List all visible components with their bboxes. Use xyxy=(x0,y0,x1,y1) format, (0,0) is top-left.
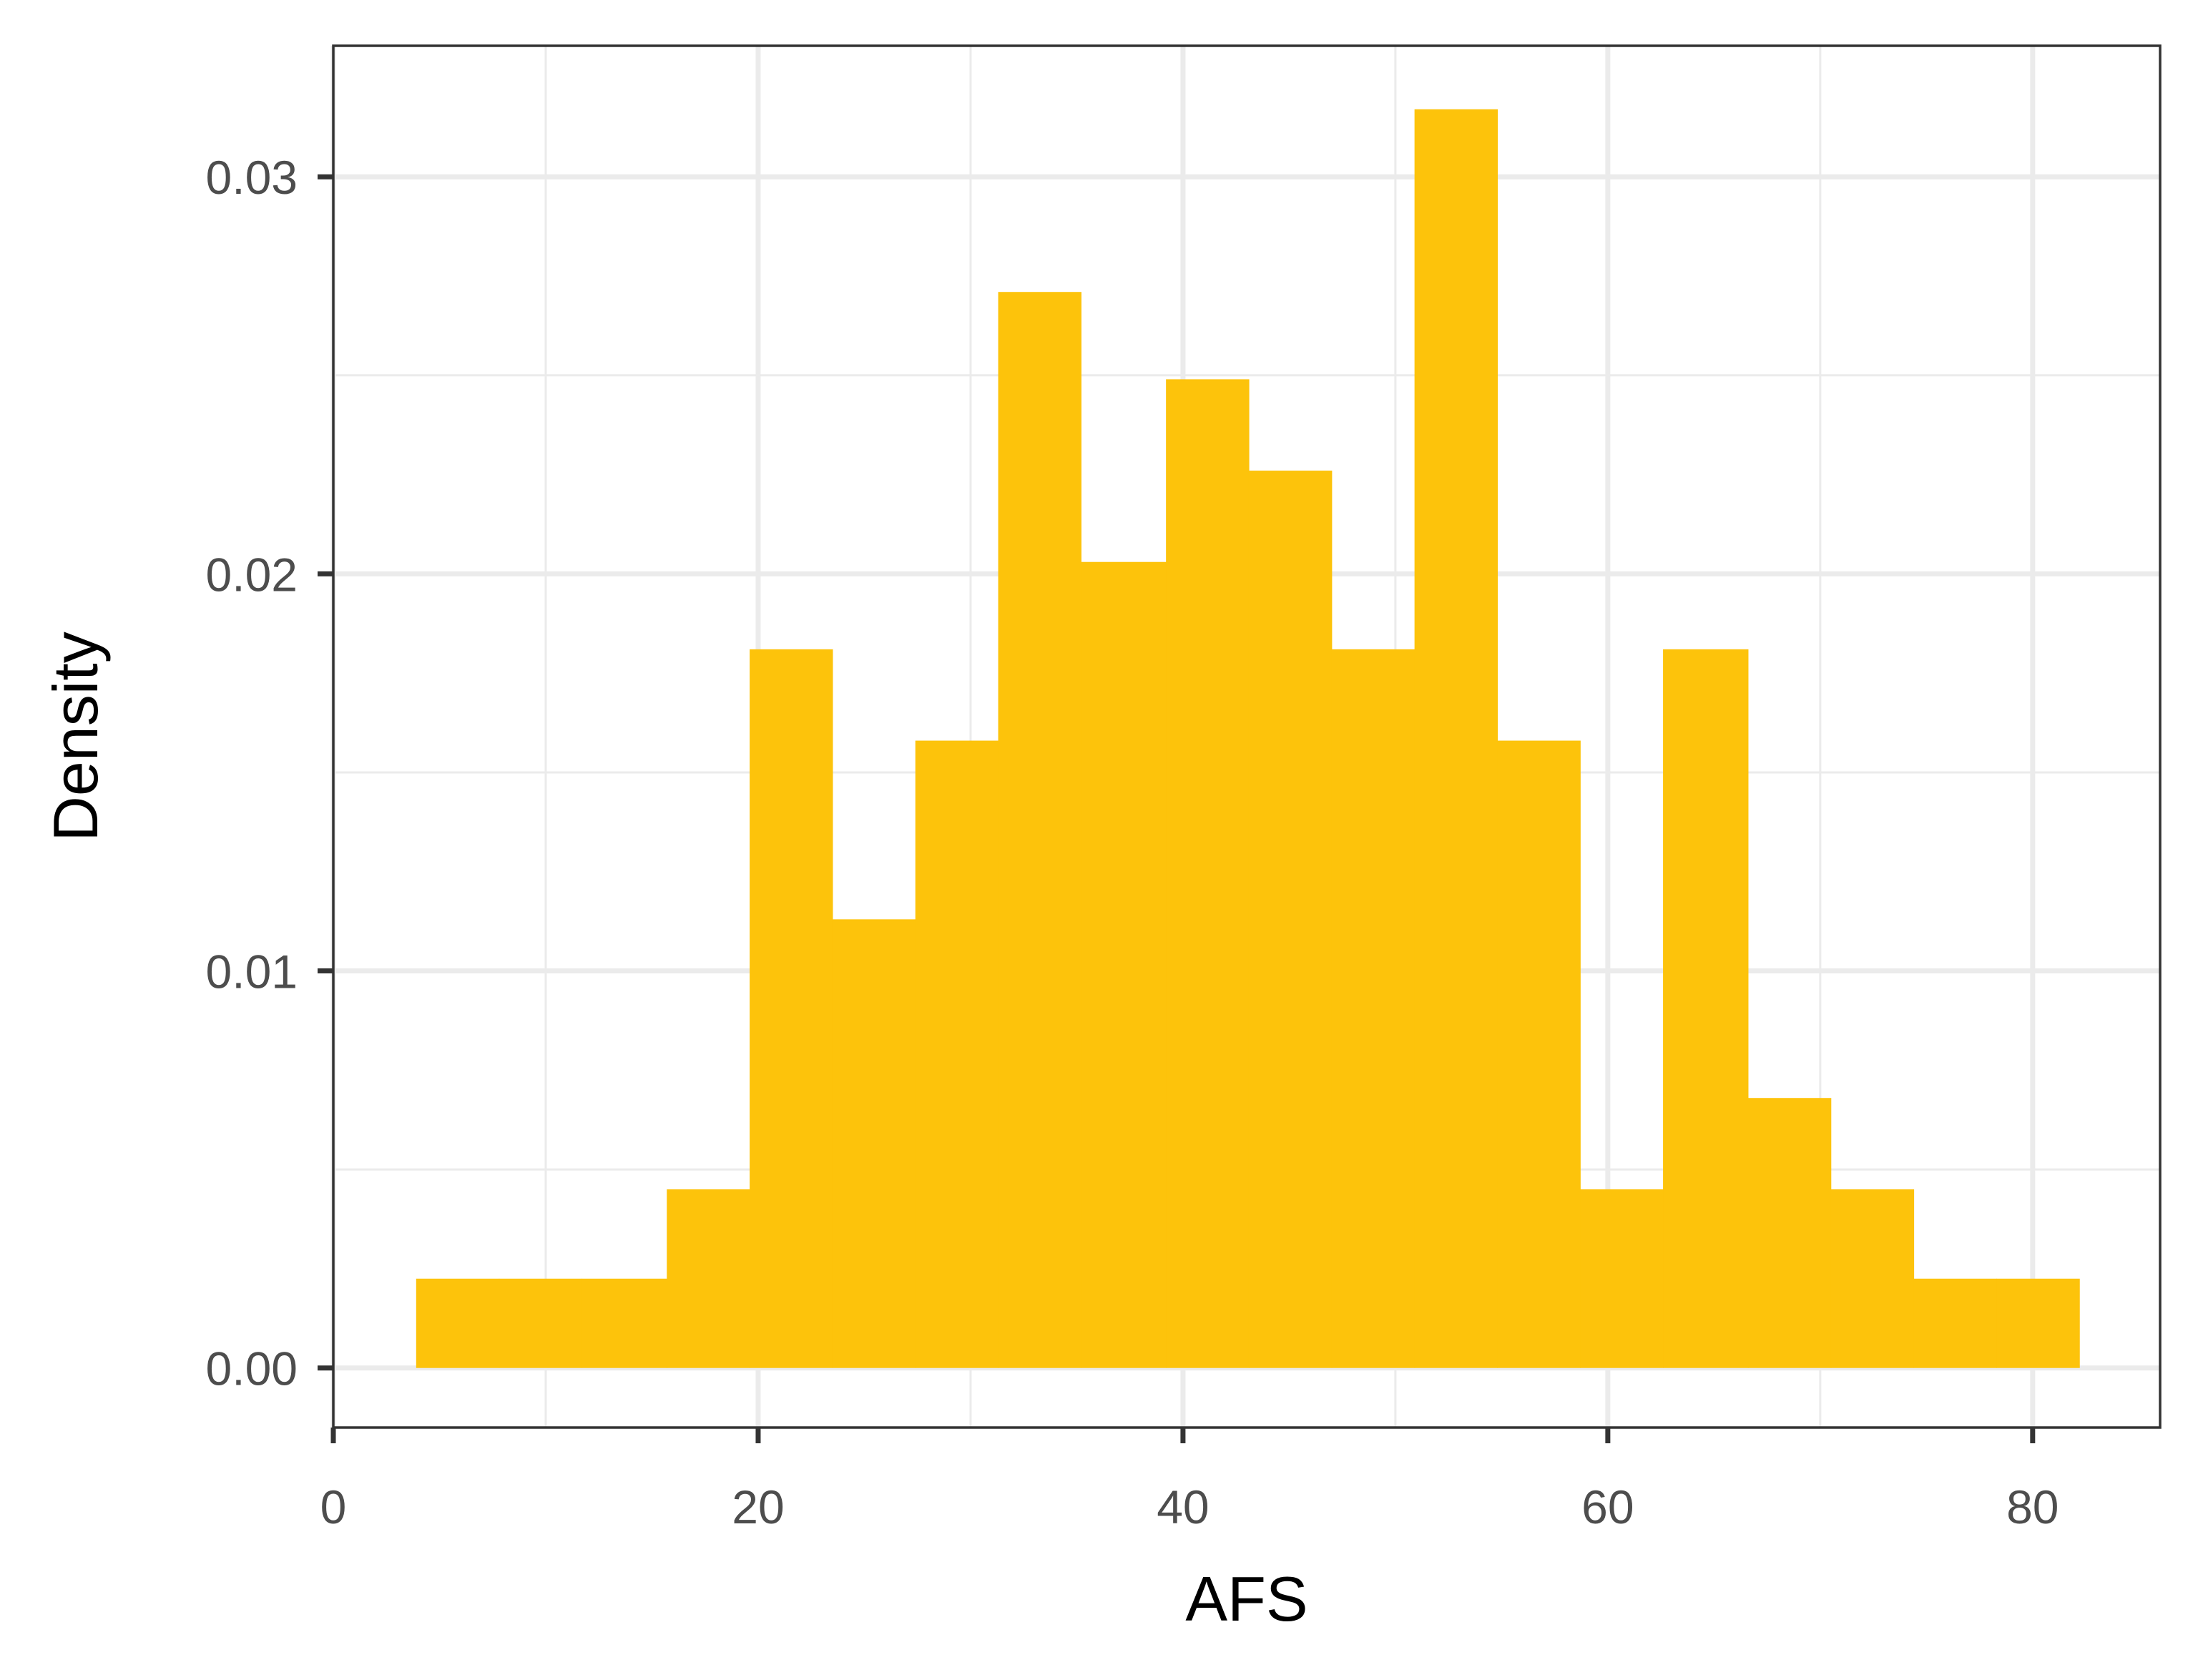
histogram-bar xyxy=(1081,561,1167,1368)
plot-panel-border xyxy=(332,44,2162,1429)
y-tick-label: 0.02 xyxy=(206,548,298,601)
histogram-bar xyxy=(1913,1278,1997,1368)
histogram-bar xyxy=(1663,649,1749,1368)
y-axis-title: Density xyxy=(40,632,111,841)
x-tick-label: 0 xyxy=(320,1480,347,1533)
y-tick-label: 0.01 xyxy=(206,945,298,998)
histogram-bar xyxy=(832,919,916,1368)
y-axis: 0.00 0.01 0.02 0.03 xyxy=(206,151,333,1395)
histogram-bars xyxy=(416,109,2080,1368)
x-tick-label: 80 xyxy=(2006,1480,2059,1533)
x-axis: 0 20 40 60 80 xyxy=(320,1428,2059,1533)
histogram-bar xyxy=(1996,1278,2080,1368)
histogram-bar xyxy=(998,292,1081,1368)
histogram-bar xyxy=(667,1189,750,1368)
histogram-bar xyxy=(1248,471,1333,1368)
histogram-bar xyxy=(499,1278,583,1368)
x-tick-label: 40 xyxy=(1157,1480,1209,1533)
histogram-bar xyxy=(1830,1189,1915,1368)
histogram-bar xyxy=(1331,649,1416,1368)
histogram-bar xyxy=(750,649,833,1368)
histogram-bar xyxy=(416,1278,500,1368)
histogram-bar xyxy=(1580,1189,1664,1368)
x-axis-title: AFS xyxy=(1185,1563,1308,1634)
histogram-bar xyxy=(915,740,999,1368)
x-tick-label: 60 xyxy=(1581,1480,1634,1533)
histogram-bar xyxy=(1414,109,1498,1368)
histogram-bar xyxy=(1747,1098,1832,1368)
histogram-bar xyxy=(582,1278,667,1368)
histogram-bar xyxy=(1166,379,1250,1368)
y-tick-label: 0.00 xyxy=(206,1342,298,1395)
y-tick-label: 0.03 xyxy=(206,151,298,204)
histogram-bar xyxy=(1497,740,1581,1368)
x-tick-label: 20 xyxy=(732,1480,784,1533)
